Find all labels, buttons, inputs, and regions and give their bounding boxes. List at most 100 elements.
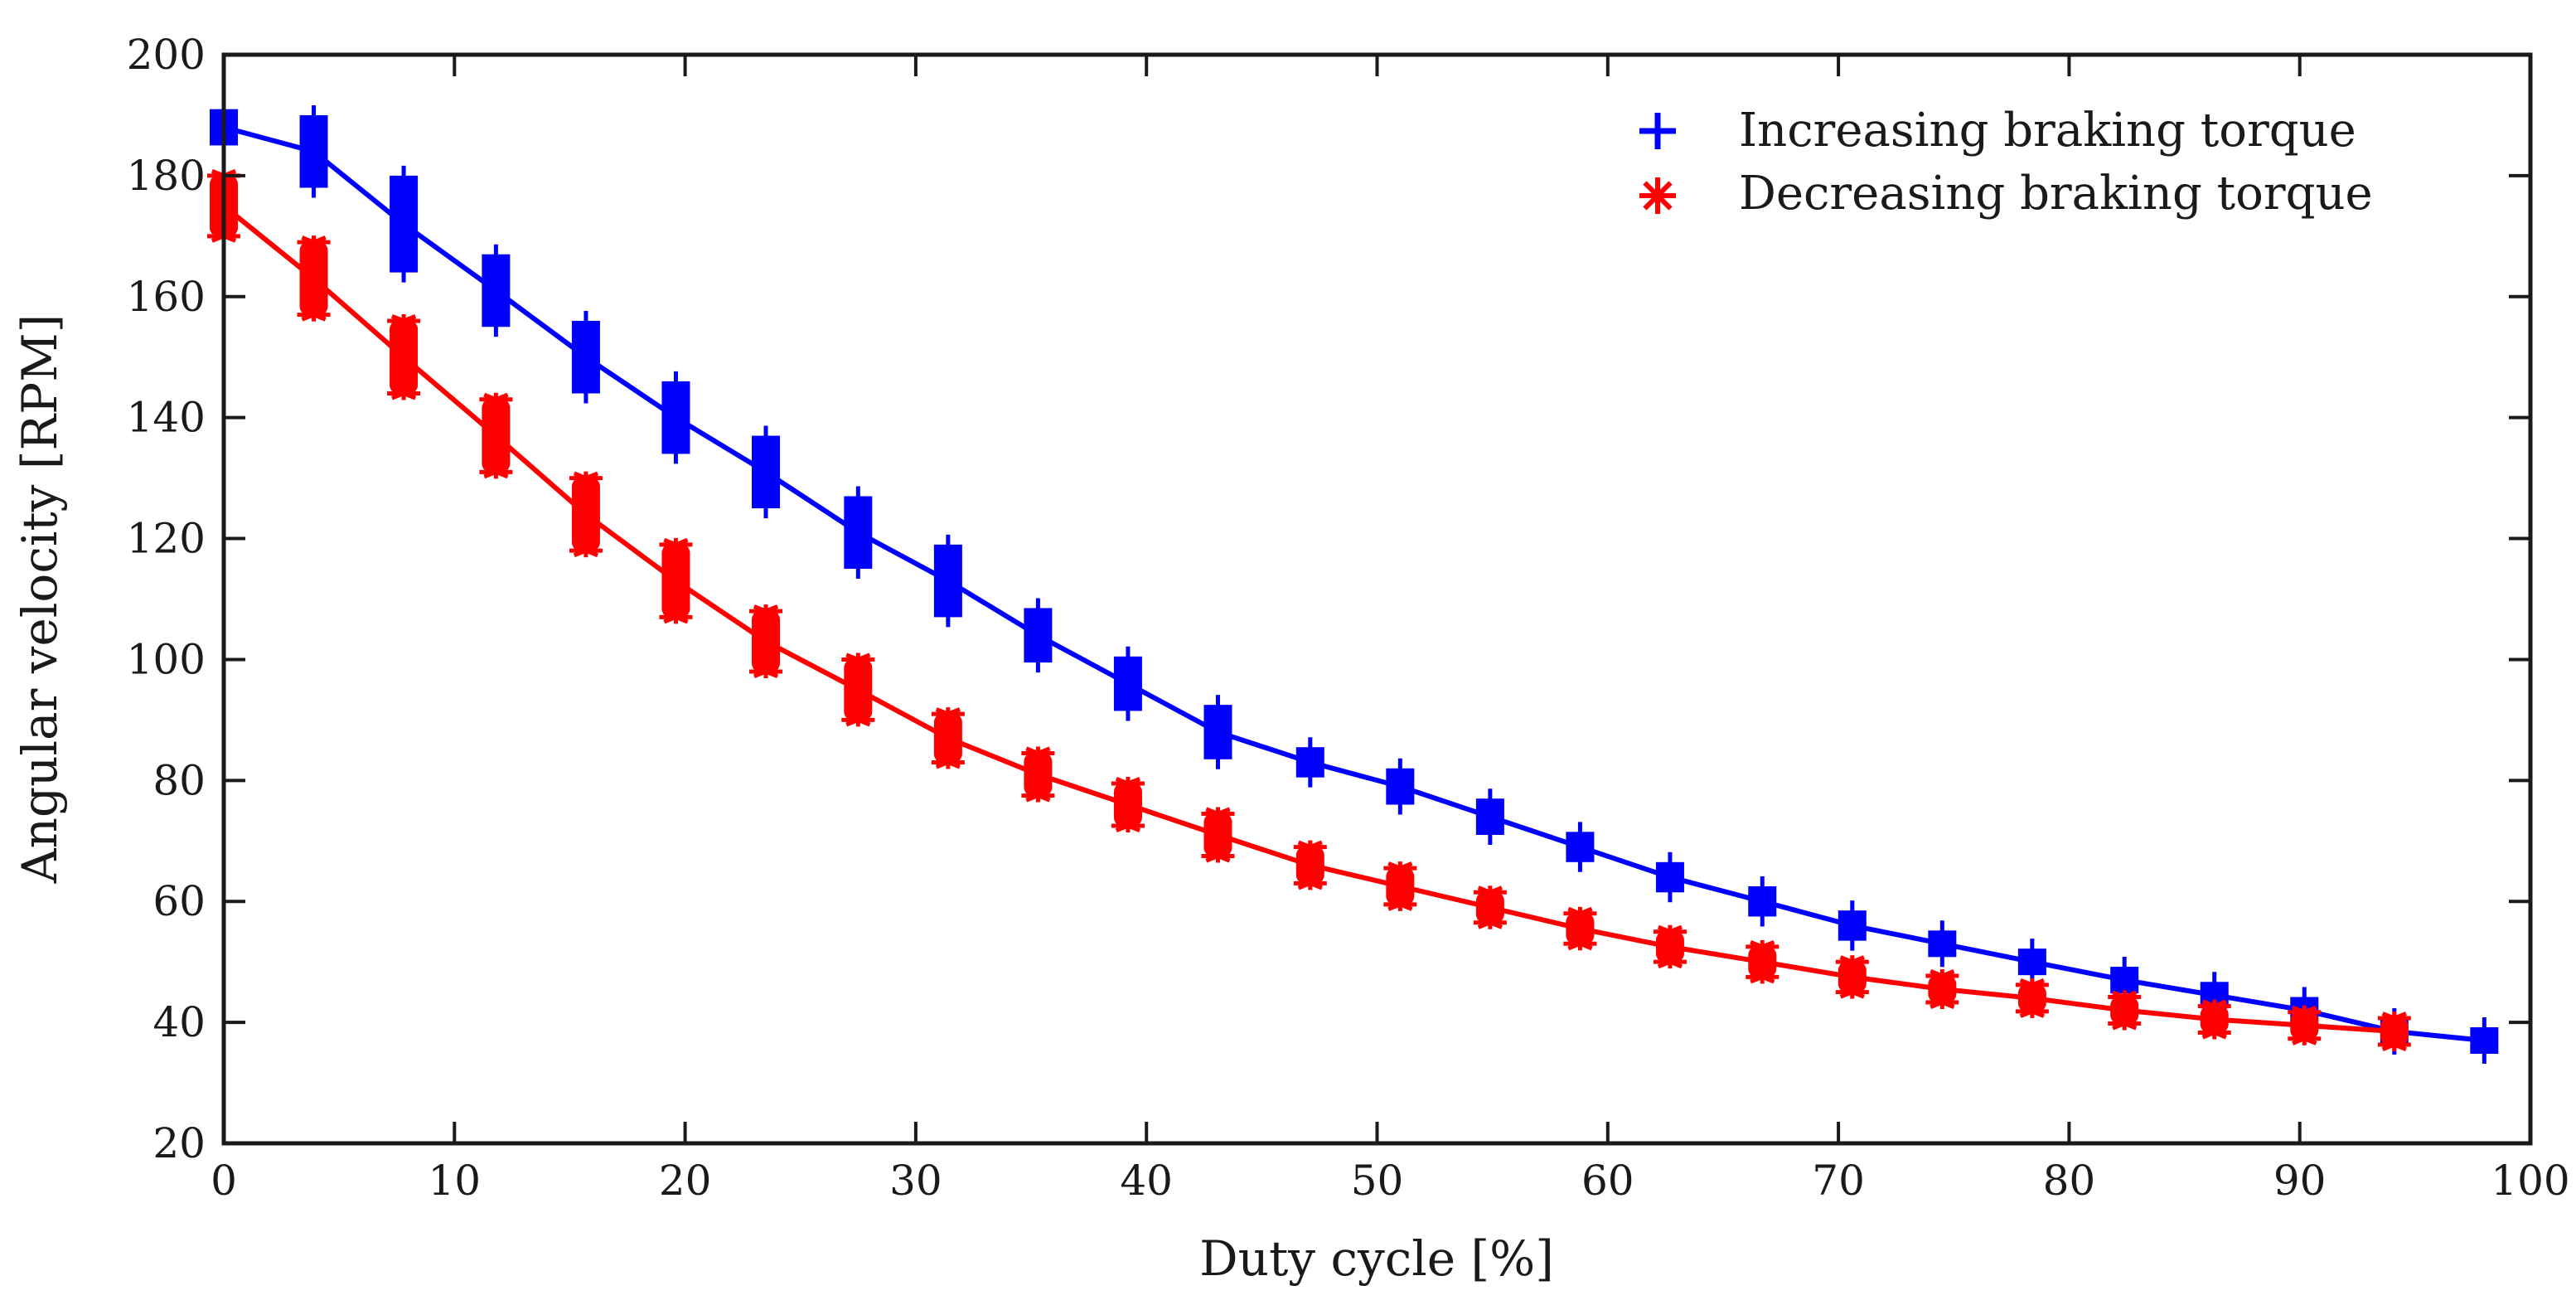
point-star — [1387, 897, 1413, 911]
legend-marker-decreasing — [1639, 177, 1676, 214]
series-0 — [210, 99, 2499, 1064]
point-star — [2112, 1016, 2138, 1031]
legend-label-decreasing: Decreasing braking torque — [1739, 167, 2373, 221]
point-star — [2019, 978, 2045, 992]
point-star — [1115, 777, 1141, 790]
x-tick-label: 60 — [1581, 1157, 1634, 1205]
x-tick-label: 30 — [889, 1157, 942, 1205]
y-tick-label: 160 — [127, 273, 206, 321]
point-star — [391, 313, 417, 327]
y-tick-label: 80 — [153, 756, 206, 804]
axis-tick-labels: 0 10 20 30 40 50 60 70 80 90 100 20 40 60 80 100 120 140 1… — [127, 31, 2570, 1205]
point-cluster — [1024, 753, 1053, 796]
data-point — [482, 244, 511, 337]
data-point — [1835, 955, 1869, 999]
plot-series — [207, 99, 2499, 1064]
point-star — [753, 604, 779, 619]
point-star — [573, 544, 599, 558]
data-point — [1748, 876, 1777, 927]
data-point — [1021, 746, 1055, 803]
point-cluster — [482, 399, 511, 473]
point-star — [301, 235, 327, 250]
data-point — [2110, 957, 2139, 1004]
y-tick-label: 100 — [127, 635, 206, 683]
point-cluster — [1748, 946, 1777, 978]
data-point — [2377, 1011, 2411, 1052]
point-star — [2201, 999, 2227, 1013]
data-point — [931, 707, 965, 769]
data-point — [1563, 906, 1597, 951]
data-point — [2017, 939, 2046, 986]
data-point — [1113, 646, 1142, 721]
point-star — [1930, 996, 1955, 1009]
point-star — [935, 707, 961, 721]
data-point — [933, 534, 962, 628]
point-star — [753, 665, 779, 679]
y-tick-label: 20 — [153, 1119, 206, 1167]
x-axis-label: Duty cycle [%] — [1199, 1230, 1554, 1287]
point-cluster — [933, 714, 962, 763]
x-tick-label: 50 — [1351, 1157, 1404, 1205]
x-tick-label: 80 — [2043, 1157, 2096, 1205]
x-tick-label: 100 — [2491, 1157, 2569, 1205]
point-star — [2292, 1031, 2317, 1045]
point-star — [2381, 1038, 2407, 1052]
point-star — [663, 610, 689, 624]
point-cluster — [1475, 892, 1504, 923]
y-tick-label: 120 — [127, 515, 206, 563]
point-cluster — [299, 242, 328, 315]
x-tick-label: 20 — [659, 1157, 712, 1205]
data-point — [479, 392, 513, 479]
data-point — [299, 104, 328, 198]
data-point — [1293, 840, 1327, 890]
data-point — [387, 313, 421, 400]
point-star — [1477, 915, 1503, 929]
data-point — [844, 486, 873, 580]
data-point — [1655, 851, 1684, 903]
y-tick-label: 60 — [153, 877, 206, 925]
point-star — [1477, 885, 1503, 900]
point-cluster — [661, 544, 690, 618]
point-star — [1839, 955, 1865, 969]
legend: Increasing braking torque Decreasing bra… — [1639, 104, 2373, 221]
data-point — [1473, 885, 1507, 929]
point-star — [2292, 1005, 2317, 1019]
point-star — [1567, 937, 1593, 951]
data-point — [661, 371, 690, 464]
data-point — [2108, 990, 2142, 1031]
point-star — [1387, 861, 1413, 876]
point-cluster — [1113, 783, 1142, 827]
point-star — [2381, 1011, 2407, 1026]
point-star — [663, 537, 689, 551]
point-star — [1930, 969, 1955, 982]
x-tick-label: 0 — [211, 1157, 237, 1205]
point-cluster — [390, 320, 419, 394]
data-point — [1653, 924, 1687, 969]
point-cluster — [2110, 997, 2139, 1024]
point-star — [391, 386, 417, 400]
point-cluster — [571, 478, 600, 551]
point-cluster — [2200, 1006, 2229, 1033]
data-point — [1383, 861, 1417, 911]
point-star — [1297, 876, 1323, 890]
point-star — [2019, 1004, 2045, 1018]
series-1 — [207, 168, 2411, 1052]
point-cluster — [1386, 868, 1415, 905]
point-star — [845, 713, 871, 727]
data-point — [2015, 978, 2049, 1018]
x-tick-label: 90 — [2273, 1157, 2327, 1205]
y-tick-label: 180 — [127, 152, 206, 200]
data-point — [390, 165, 419, 283]
point-cluster — [844, 659, 873, 720]
point-star — [2112, 990, 2138, 1004]
x-tick-label: 10 — [428, 1157, 481, 1205]
x-tick-label: 40 — [1120, 1157, 1173, 1205]
data-point — [1201, 807, 1235, 863]
point-star — [573, 471, 599, 485]
point-cluster — [1838, 962, 1867, 992]
point-cluster — [1655, 931, 1684, 963]
point-star — [301, 308, 327, 322]
data-point — [297, 235, 331, 322]
data-point — [1111, 776, 1145, 833]
data-point — [752, 425, 781, 519]
